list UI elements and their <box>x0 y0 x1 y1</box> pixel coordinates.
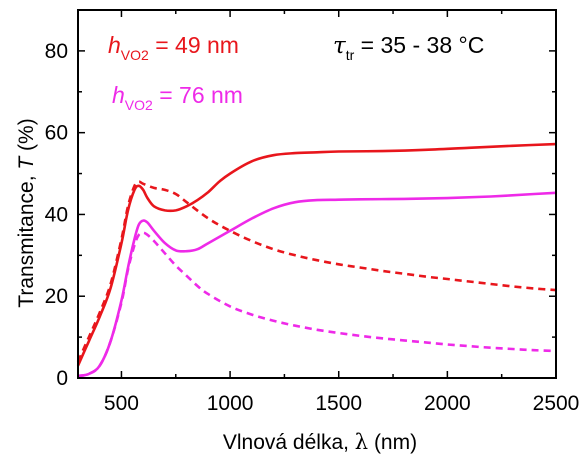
x-axis-title: Vlnová délka, λ (nm) <box>223 430 417 454</box>
annotation-magenta-thickness: hVO2 = 76 nm <box>112 82 243 113</box>
annotation-magenta-value: = 76 nm <box>153 82 243 108</box>
y-tick-label: 0 <box>56 367 68 390</box>
annotation-transition-temperature: τtr = 35 - 38 °C <box>333 32 484 63</box>
y-tick-label: 60 <box>45 122 68 145</box>
annotation-red-value: = 49 nm <box>149 32 239 58</box>
y-tick-label: 80 <box>45 40 68 63</box>
annotation-red-thickness: hVO2 = 49 nm <box>108 32 239 63</box>
annotation-red-symbol: h <box>108 32 121 58</box>
x-axis-title-unit: (nm) <box>368 431 417 454</box>
series-layer <box>76 142 557 378</box>
y-axis-title: Transmitance, T (%) <box>15 118 38 307</box>
y-tick-label: 40 <box>45 203 68 226</box>
x-tick-label: 500 <box>104 392 139 415</box>
annotation-magenta-subscript: VO2 <box>125 97 153 113</box>
x-tick-label: 1000 <box>207 392 254 415</box>
series-line-red-dashed <box>76 180 557 363</box>
y-axis-title-symbol: T <box>15 155 38 170</box>
y-axis-title-text: Transmitance, <box>15 170 38 308</box>
y-axis-title-unit: (%) <box>15 118 38 157</box>
annotation-tau-symbol: τ <box>333 33 347 59</box>
y-tick-label: 20 <box>45 285 68 308</box>
annotation-tau-value: = 35 - 38 °C <box>354 32 484 58</box>
x-tick-label: 2000 <box>424 392 471 415</box>
x-tick-label: 1500 <box>315 392 362 415</box>
tick-layer: 500 1000 1500 2000 2500 0 20 40 60 80 <box>45 9 580 415</box>
plot-frame <box>77 9 557 379</box>
annotation-magenta-symbol: h <box>112 82 125 108</box>
x-axis-title-symbol: λ <box>355 430 368 454</box>
x-axis-title-text: Vlnová délka, <box>223 431 355 454</box>
series-line-red-solid <box>76 142 557 367</box>
x-tick-label: 2500 <box>533 392 580 415</box>
annotation-red-subscript: VO2 <box>121 47 149 63</box>
series-line-magenta-dashed <box>77 231 557 378</box>
annotation-tau-subscript: tr <box>346 47 355 63</box>
